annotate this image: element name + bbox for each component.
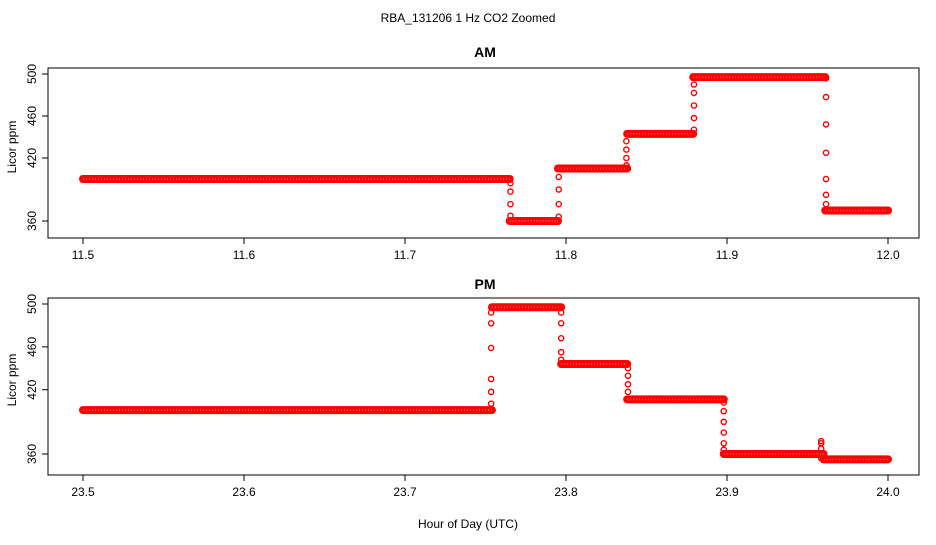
pm-transition-point-2-2: [624, 381, 632, 388]
pm-y-tick-label-0: 360: [25, 444, 39, 464]
figure-title: RBA_131206 1 Hz CO2 Zoomed: [381, 11, 556, 25]
am-panel: AM Licor ppm 11.5 11.6 11.7 11.8 11.9 12.0 360…: [5, 44, 920, 262]
am-x-tick-label-3: 11.8: [555, 248, 578, 262]
am-transition-point-4-1: [822, 93, 830, 101]
pm-transition-point-2-3: [624, 388, 632, 396]
am-x-tick-label-4: 11.9: [716, 248, 739, 262]
pm-x-tick-label-0: 23.5: [71, 485, 95, 499]
pm-axes: 23.5 23.6 23.7 23.8 23.9 24.0 360 420 460 500: [25, 294, 920, 499]
pm-x-tick-label-4: 23.9: [715, 485, 739, 499]
am-y-tick-label-3: 500: [25, 64, 39, 84]
pm-transition-point-3-1: [720, 407, 728, 415]
pm-transition-point-0-3: [487, 344, 495, 352]
pm-transition-point-3-2: [720, 418, 728, 426]
am-transition-point-4-0: [822, 74, 830, 82]
am-transition-point-4-5: [822, 191, 830, 199]
am-transition-point-3-4: [690, 81, 698, 88]
am-transition-point-2-0: [623, 162, 630, 169]
am-transition-point-0-0: [507, 179, 514, 187]
pm-transition-point-1-3: [557, 348, 565, 356]
am-transition-point-1-0: [555, 213, 563, 221]
am-x-tick-label-5: 12.0: [876, 248, 900, 262]
am-x-tick-label-2: 11.7: [394, 248, 417, 262]
am-transition-point-3-3: [690, 89, 698, 97]
pm-transition-point-3-3: [720, 429, 728, 436]
am-points: [79, 73, 892, 225]
pm-y-tick-label-1: 420: [25, 379, 39, 399]
pm-y-tick-label-2: 460: [25, 337, 39, 357]
am-transition-point-4-6: [822, 200, 830, 208]
am-transition-point-3-2: [690, 102, 698, 109]
am-axes: 11.5 11.6 11.7 11.8 11.9 12.0 360 420 460 500: [25, 64, 920, 262]
am-transition-point-2-2: [623, 146, 630, 153]
am-transition-point-0-2: [507, 200, 514, 208]
pm-transition-point-1-0: [557, 309, 565, 316]
am-transition-point-4-2: [822, 121, 830, 128]
am-y-tick-label-1: 420: [25, 148, 39, 168]
am-y-tick-label-2: 460: [25, 106, 39, 126]
pm-transition-point-0-4: [487, 319, 495, 327]
am-panel-title: AM: [474, 44, 496, 60]
pm-transition-point-2-1: [624, 372, 632, 380]
pm-transition-point-0-5: [487, 309, 495, 316]
am-transition-point-1-3: [555, 173, 563, 181]
x-axis-label: Hour of Day (UTC): [418, 517, 518, 531]
pm-transition-point-0-0: [487, 400, 495, 407]
am-plot-frame: [47, 67, 920, 239]
pm-y-axis-label: Licor ppm: [5, 354, 19, 407]
am-x-tick-label-1: 11.6: [233, 248, 256, 262]
am-x-tick-label-0: 11.5: [72, 248, 95, 262]
pm-transition-point-4-1: [817, 439, 825, 447]
pm-x-tick-label-5: 24.0: [876, 485, 900, 499]
am-transition-point-0-3: [507, 212, 514, 220]
am-transition-point-1-2: [555, 186, 563, 193]
pm-transition-point-1-1: [557, 319, 565, 327]
am-y-axis-label: Licor ppm: [5, 121, 19, 174]
pm-points: [79, 303, 892, 464]
am-transition-point-2-1: [623, 154, 630, 162]
am-y-tick-label-0: 360: [25, 211, 39, 231]
am-transition-point-1-1: [555, 200, 563, 208]
pm-transition-point-3-4: [720, 439, 728, 447]
am-transition-point-4-4: [822, 175, 830, 183]
pm-transition-point-1-4: [557, 356, 565, 364]
pm-plot-frame: [47, 297, 920, 476]
pm-transition-point-3-5: [720, 446, 728, 454]
pm-transition-point-4-3: [817, 454, 825, 462]
pm-transition-point-0-2: [487, 375, 495, 383]
pm-transition-point-3-0: [720, 399, 728, 406]
am-transition-point-4-3: [822, 149, 830, 157]
am-transition-point-3-0: [690, 126, 698, 133]
pm-transition-point-1-2: [557, 334, 565, 342]
pm-x-tick-label-1: 23.6: [232, 485, 256, 499]
am-transition-point-2-3: [623, 137, 630, 145]
pm-x-tick-label-3: 23.8: [554, 485, 578, 499]
am-transition-point-0-1: [507, 188, 514, 195]
pm-y-tick-label-3: 500: [25, 294, 39, 314]
pm-x-tick-label-2: 23.7: [393, 485, 417, 499]
pm-transition-point-2-0: [624, 364, 632, 372]
pm-transition-point-0-1: [487, 388, 495, 396]
pm-panel: PM Licor ppm 23.5 23.6 23.7 23.8 23.9 24.0 360…: [5, 276, 920, 499]
pm-panel-title: PM: [475, 276, 496, 292]
am-transition-point-3-1: [690, 114, 698, 122]
pm-transition-point-4-2: [817, 437, 825, 445]
